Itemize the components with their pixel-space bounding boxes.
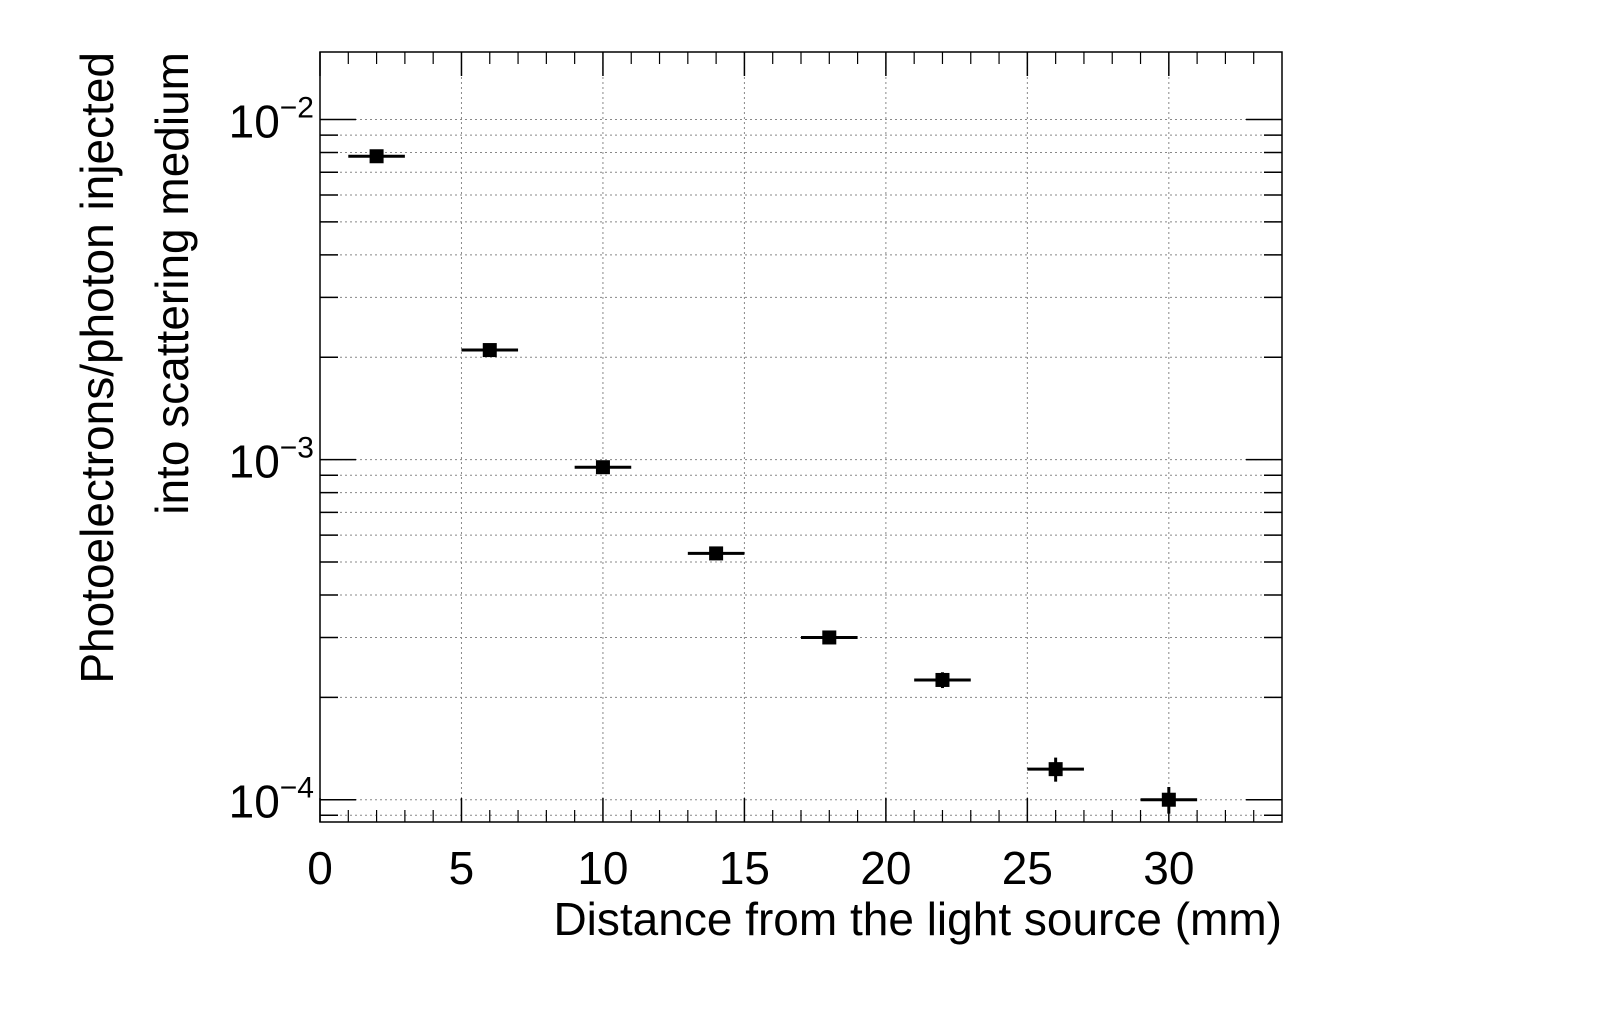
data-marker bbox=[1048, 762, 1063, 777]
y-tick-label-base: 10 bbox=[229, 96, 280, 148]
data-points bbox=[348, 149, 1198, 814]
y-axis-title: Photoelectrons/photon injected into scat… bbox=[71, 52, 198, 684]
y-tick-label-exponent: −2 bbox=[280, 92, 314, 125]
data-marker bbox=[822, 630, 837, 645]
x-tick-label: 15 bbox=[719, 842, 770, 894]
data-marker bbox=[595, 460, 610, 475]
x-tick-label: 10 bbox=[577, 842, 628, 894]
x-tick-label: 20 bbox=[860, 842, 911, 894]
data-point bbox=[574, 460, 632, 475]
y-tick-label: 10−4 bbox=[229, 772, 314, 828]
data-marker bbox=[935, 672, 950, 687]
y-tick-label-base: 10 bbox=[229, 776, 280, 828]
data-point bbox=[801, 630, 858, 645]
y-tick-label: 10−3 bbox=[229, 432, 314, 488]
data-marker bbox=[709, 546, 724, 561]
data-point bbox=[1027, 757, 1084, 782]
x-tick-label: 5 bbox=[449, 842, 475, 894]
plot-frame bbox=[319, 51, 1283, 823]
data-point bbox=[1140, 786, 1198, 814]
data-point bbox=[348, 149, 405, 164]
x-tick-label: 0 bbox=[307, 842, 333, 894]
x-axis-title: Distance from the light source (mm) bbox=[553, 893, 1282, 945]
grid bbox=[319, 52, 1282, 822]
data-point bbox=[687, 546, 745, 561]
y-tick-labels: 10−410−310−2 bbox=[229, 92, 314, 828]
y-tick-label-exponent: −3 bbox=[280, 432, 314, 465]
y-axis-title-line-2: into scattering medium bbox=[146, 52, 198, 515]
data-point bbox=[914, 672, 971, 689]
data-marker bbox=[482, 343, 497, 358]
data-marker bbox=[369, 149, 384, 164]
axis-ticks bbox=[319, 52, 1282, 822]
x-tick-label: 25 bbox=[1002, 842, 1053, 894]
y-axis-title-line-1: Photoelectrons/photon injected bbox=[71, 52, 123, 684]
x-tick-labels: 0 5 10 15 20 25 30 bbox=[307, 842, 1194, 894]
y-tick-label: 10−2 bbox=[229, 92, 314, 148]
x-tick-label: 30 bbox=[1143, 842, 1194, 894]
data-marker bbox=[1161, 792, 1176, 807]
y-tick-label-exponent: −4 bbox=[280, 772, 314, 805]
y-tick-label-base: 10 bbox=[229, 436, 280, 488]
data-point bbox=[461, 343, 519, 358]
